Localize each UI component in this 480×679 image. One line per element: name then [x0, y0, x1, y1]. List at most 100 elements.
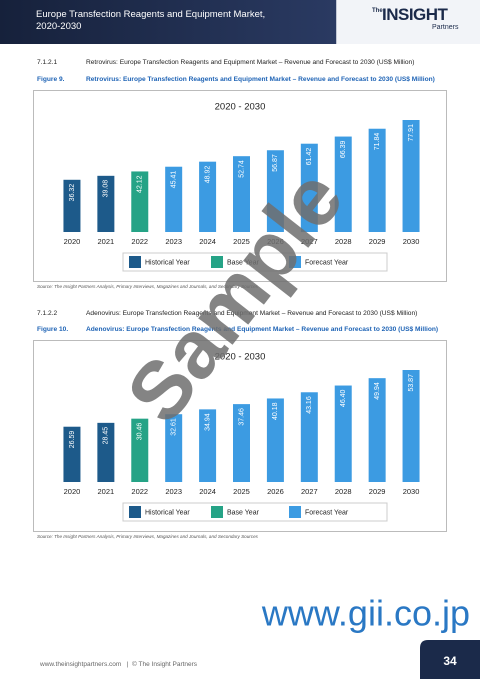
value-label: 52.74 [238, 160, 245, 178]
bar [165, 166, 183, 232]
value-label: 66.39 [340, 140, 347, 158]
x-tick-label: 2021 [98, 237, 115, 246]
header-band [0, 0, 480, 44]
footer-copyright: © The Insight Partners [132, 661, 198, 668]
value-label: 36.32 [69, 184, 76, 202]
bar [131, 418, 149, 482]
logo-suffix: Partners [432, 24, 459, 31]
bar [402, 370, 420, 482]
bar [131, 171, 149, 232]
legend-swatch [211, 256, 223, 268]
x-tick-label: 2025 [233, 487, 250, 496]
header-title: Europe Transfection Reagents and Equipme… [36, 9, 266, 32]
bar [63, 179, 81, 232]
bar [199, 161, 217, 232]
page-number: 34 [443, 654, 457, 668]
value-label: 46.40 [340, 389, 347, 407]
figure-caption: Retrovirus: Europe Transfection Reagents… [86, 76, 435, 83]
legend-frame [122, 252, 388, 272]
bar [402, 120, 420, 232]
x-tick-label: 2029 [369, 237, 386, 246]
logo-name: INSIGHT [382, 5, 448, 24]
bar [300, 143, 318, 232]
section-number: 7.1.2.1 [37, 59, 58, 66]
bar [165, 414, 183, 482]
x-tick-label: 2029 [369, 487, 386, 496]
x-tick-label: 2020 [64, 487, 81, 496]
x-tick-label: 2025 [233, 237, 250, 246]
value-label: 71.84 [374, 133, 381, 151]
value-label: 40.18 [272, 402, 279, 420]
chart-title: 2020 - 2030 [215, 352, 266, 363]
legend-swatch [129, 256, 141, 268]
bar [233, 404, 250, 482]
x-tick-label: 2030 [403, 487, 420, 496]
legend-label: Base Year [227, 509, 260, 516]
value-label: 39.08 [103, 180, 110, 198]
legend-swatch [289, 506, 301, 518]
x-tick-label: 2026 [267, 237, 284, 246]
legend-frame [122, 502, 388, 522]
value-label: 45.41 [171, 171, 178, 189]
legend-label: Base Year [227, 259, 260, 266]
source-note: Source: The Insight Partners Analysis, P… [37, 284, 258, 289]
legend-label: Historical Year [145, 509, 190, 516]
chart-frame [33, 340, 447, 532]
bar [97, 422, 115, 482]
bar [199, 409, 217, 482]
figure-label: Figure 9. [37, 76, 65, 83]
footer: www.theinsightpartners.com | © The Insig… [40, 661, 197, 668]
source-note: Source: The Insight Partners Analysis, P… [37, 534, 258, 539]
footer-website: www.theinsightpartners.com [40, 661, 122, 668]
x-tick-label: 2024 [199, 487, 216, 496]
x-tick-label: 2021 [98, 487, 115, 496]
x-tick-label: 2023 [165, 487, 182, 496]
bar [63, 426, 81, 482]
value-label: 49.94 [374, 382, 381, 400]
value-label: 43.16 [306, 396, 313, 414]
x-tick-label: 2026 [267, 487, 284, 496]
legend-swatch [129, 506, 141, 518]
value-label: 26.59 [69, 431, 76, 449]
value-label: 28.45 [103, 427, 110, 445]
x-tick-label: 2028 [335, 487, 352, 496]
x-tick-label: 2024 [199, 237, 216, 246]
value-label: 32.61 [171, 418, 178, 436]
legend-label: Forecast Year [305, 509, 349, 516]
legend-swatch [289, 256, 301, 268]
chart: 2020 - 2030 2020 2021 2022 2023 2024 2025 2026 2… [33, 90, 447, 282]
x-tick-label: 2030 [403, 237, 420, 246]
value-label: 53.87 [408, 374, 415, 392]
footer-separator: | [126, 661, 129, 668]
chart-frame [33, 90, 447, 282]
value-label: 30.46 [137, 423, 144, 441]
value-label: 77.91 [408, 124, 415, 142]
legend-label: Historical Year [145, 259, 190, 266]
bar [334, 385, 352, 482]
value-label: 34.94 [204, 413, 211, 431]
bar [266, 150, 284, 232]
chart-title: 2020 - 2030 [215, 102, 266, 113]
bar [266, 398, 284, 482]
bar [334, 136, 352, 232]
chart: 2020 - 2030 2020 2021 2022 2023 2024 2025 2026 2… [33, 340, 447, 532]
watermark-url: www.gii.co.jp [261, 593, 470, 634]
x-tick-label: 2027 [301, 237, 318, 246]
bar [368, 128, 386, 232]
bar [368, 378, 386, 482]
page-number-box [420, 640, 480, 679]
value-label: 61.42 [306, 148, 313, 166]
legend-label: Forecast Year [305, 259, 349, 266]
bar [233, 156, 250, 232]
section-number: 7.1.2.2 [37, 310, 58, 317]
section-heading: Adenovirus: Europe Transfection Reagents… [86, 310, 418, 317]
x-tick-label: 2022 [131, 487, 148, 496]
x-tick-label: 2028 [335, 237, 352, 246]
bar [97, 175, 115, 232]
figure-caption: Adenovirus: Europe Transfection Reagents… [86, 326, 439, 333]
value-label: 42.12 [137, 175, 144, 193]
value-label: 56.87 [272, 154, 279, 172]
x-tick-label: 2027 [301, 487, 318, 496]
value-label: 37.46 [238, 408, 245, 426]
